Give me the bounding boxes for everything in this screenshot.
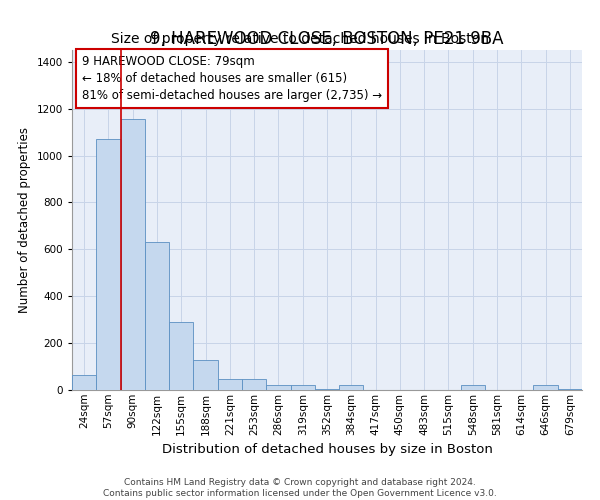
Title: 9, HAREWOOD CLOSE, BOSTON, PE21 9BA: 9, HAREWOOD CLOSE, BOSTON, PE21 9BA — [150, 30, 504, 48]
Text: Contains HM Land Registry data © Crown copyright and database right 2024.
Contai: Contains HM Land Registry data © Crown c… — [103, 478, 497, 498]
Y-axis label: Number of detached properties: Number of detached properties — [18, 127, 31, 313]
Bar — [121, 119, 145, 390]
Bar — [218, 380, 242, 390]
Text: Size of property relative to detached houses in Boston: Size of property relative to detached ho… — [111, 32, 489, 46]
Bar — [558, 389, 582, 390]
Bar — [461, 386, 485, 390]
Bar — [72, 375, 96, 390]
Bar — [96, 139, 121, 390]
Bar — [315, 389, 339, 390]
X-axis label: Distribution of detached houses by size in Boston: Distribution of detached houses by size … — [161, 443, 493, 456]
Bar — [533, 386, 558, 390]
Bar — [145, 242, 169, 390]
Bar — [266, 386, 290, 390]
Bar — [193, 360, 218, 390]
Bar — [242, 380, 266, 390]
Bar — [290, 386, 315, 390]
Bar — [169, 322, 193, 390]
Bar — [339, 386, 364, 390]
Text: 9 HAREWOOD CLOSE: 79sqm
← 18% of detached houses are smaller (615)
81% of semi-d: 9 HAREWOOD CLOSE: 79sqm ← 18% of detache… — [82, 55, 382, 102]
